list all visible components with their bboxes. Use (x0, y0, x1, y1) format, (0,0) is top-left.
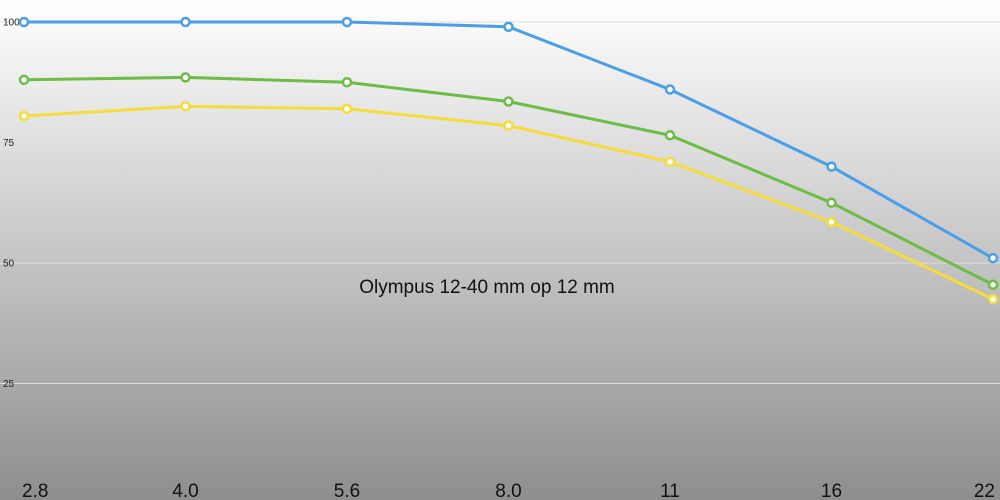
x-tick-label: 16 (821, 481, 842, 500)
y-tick-label: 75 (3, 138, 15, 149)
x-tick-label: 8.0 (495, 481, 521, 500)
data-point (503, 96, 514, 107)
gridlines (0, 21, 1000, 384)
x-tick-label: 4.0 (172, 481, 198, 500)
data-point (987, 252, 999, 264)
data-point (180, 72, 191, 83)
data-point (826, 216, 837, 228)
data-point (664, 130, 676, 141)
data-point (18, 16, 30, 28)
data-point (341, 16, 353, 28)
data-point (341, 103, 353, 115)
x-tick-label: 11 (660, 481, 680, 500)
data-point (987, 279, 999, 290)
series-3 (18, 101, 999, 305)
chart-title: Olympus 12-40 mm op 12 mm (359, 277, 615, 298)
data-point (180, 101, 191, 112)
series-2 (18, 72, 999, 290)
x-tick-label: 5.6 (334, 481, 360, 500)
data-point (18, 110, 30, 122)
y-axis-ticks: 100 75 50 25 (3, 18, 20, 391)
data-point (987, 293, 999, 305)
data-point (664, 84, 676, 95)
series-group (18, 16, 999, 305)
data-point (180, 16, 191, 28)
x-axis-ticks: 2.8 4.0 5.6 8.0 11 16 22 (22, 481, 995, 500)
data-point (503, 120, 514, 131)
x-tick-label: 2.8 (22, 481, 48, 500)
data-point (503, 21, 514, 33)
y-tick-label: 25 (3, 379, 15, 390)
data-point (826, 161, 837, 172)
y-tick-label: 50 (3, 259, 15, 270)
series-1 (18, 16, 999, 264)
data-point (826, 197, 837, 208)
data-point (341, 77, 353, 88)
x-tick-label: 22 (974, 481, 995, 500)
data-point (664, 156, 676, 168)
data-point (18, 74, 30, 86)
y-tick-label: 100 (3, 18, 20, 29)
